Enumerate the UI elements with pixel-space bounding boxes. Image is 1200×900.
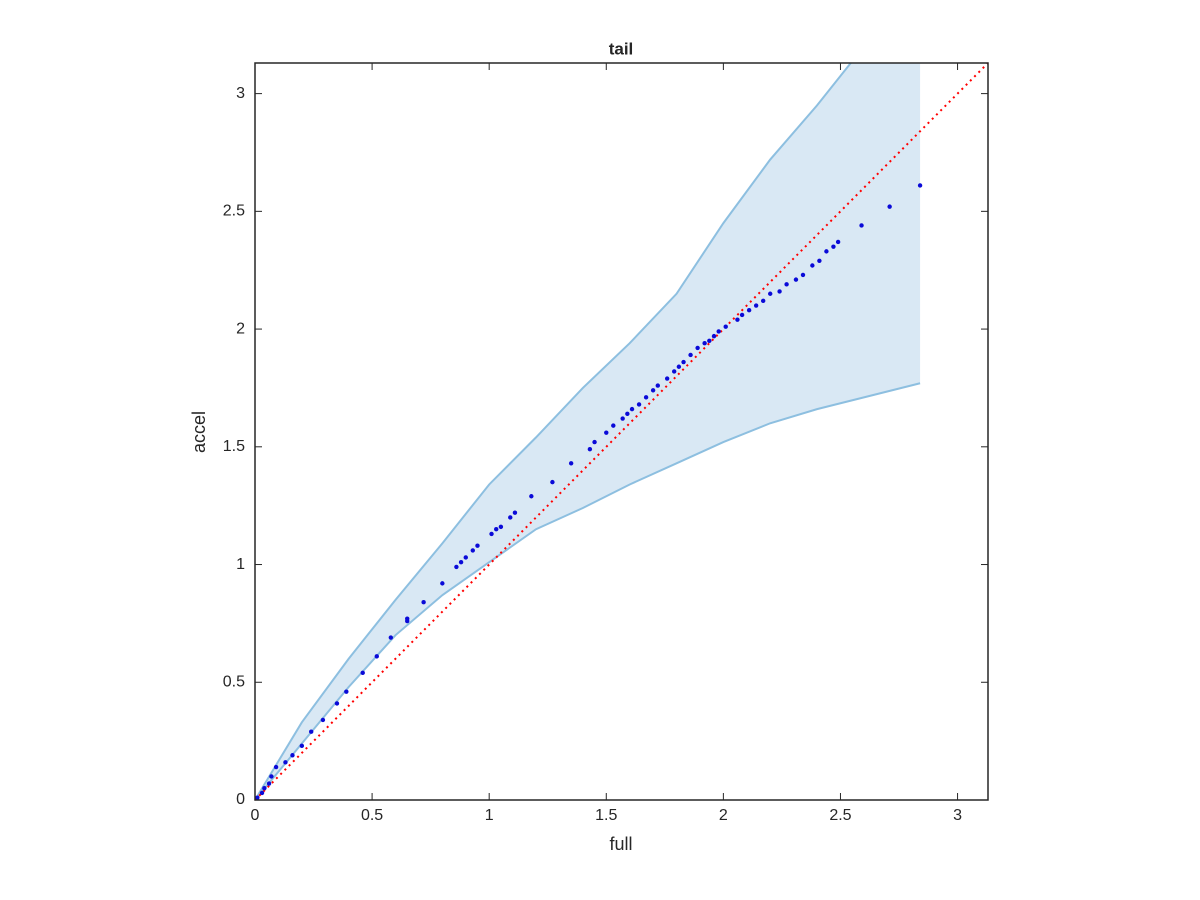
- data-point: [512, 510, 518, 515]
- data-point: [421, 600, 426, 605]
- data-point: [344, 689, 349, 694]
- data-point: [611, 423, 616, 428]
- data-point: [299, 743, 305, 749]
- data-point: [550, 479, 555, 485]
- chart-title: tail: [609, 39, 634, 58]
- data-point: [470, 548, 475, 553]
- y-tick-label: 2: [236, 320, 245, 337]
- data-point: [458, 559, 464, 565]
- y-tick-label: 1: [236, 556, 245, 573]
- data-point: [463, 555, 468, 560]
- data-point: [777, 289, 782, 294]
- data-point: [629, 406, 635, 412]
- data-point: [831, 244, 836, 249]
- data-point: [671, 369, 677, 374]
- data-point: [800, 272, 806, 278]
- data-point: [604, 430, 609, 435]
- data-point: [529, 494, 534, 499]
- axes-box: [254, 62, 989, 801]
- data-point: [650, 388, 656, 393]
- x-tick-label: 0: [251, 807, 260, 824]
- data-point: [320, 717, 326, 723]
- data-point: [592, 439, 597, 445]
- data-point: [735, 317, 740, 322]
- data-point: [290, 753, 295, 758]
- x-tick-label: 2.5: [829, 807, 851, 824]
- y-tick-label: 0: [236, 791, 245, 808]
- data-point: [810, 263, 815, 268]
- data-point: [702, 341, 707, 346]
- data-point: [454, 564, 459, 570]
- data-point: [494, 527, 499, 532]
- data-point: [835, 239, 841, 245]
- y-tick-label: 2.5: [223, 203, 245, 220]
- data-point: [739, 312, 745, 318]
- data-point: [688, 352, 693, 358]
- data-point: [283, 760, 288, 765]
- x-tick-label: 2: [719, 807, 728, 824]
- data-point: [620, 416, 625, 421]
- data-point: [681, 359, 686, 365]
- data-point: [262, 786, 267, 791]
- data-point: [625, 411, 630, 417]
- data-point: [489, 531, 494, 537]
- data-point: [887, 204, 892, 209]
- data-point: [716, 329, 721, 334]
- data-point: [760, 298, 766, 304]
- data-point: [259, 790, 265, 796]
- data-point: [255, 795, 260, 800]
- data-point: [723, 324, 728, 329]
- data-point: [746, 308, 752, 313]
- data-point: [508, 515, 513, 520]
- x-axis-label: full: [609, 834, 632, 854]
- data-point: [568, 461, 574, 466]
- data-point: [784, 282, 789, 287]
- data-point: [587, 446, 593, 452]
- data-point: [269, 774, 274, 779]
- data-point: [643, 395, 649, 400]
- y-tick-label: 1.5: [223, 438, 245, 455]
- data-point: [817, 258, 822, 263]
- data-point: [655, 383, 660, 388]
- data-point: [374, 654, 379, 659]
- data-point: [405, 616, 410, 621]
- data-point: [664, 376, 670, 381]
- x-tick-label: 1.5: [595, 807, 617, 824]
- x-tick-label: 0.5: [361, 807, 383, 824]
- data-point: [707, 338, 712, 344]
- band-area: [255, 63, 921, 800]
- data-point: [266, 781, 272, 786]
- data-point: [824, 249, 829, 254]
- data-point: [475, 543, 480, 548]
- x-tick-label: 3: [953, 807, 962, 824]
- data-point: [917, 183, 923, 188]
- x-tick-label: 1: [485, 807, 494, 824]
- data-point: [309, 729, 314, 734]
- data-point: [695, 345, 700, 351]
- data-point: [711, 333, 717, 339]
- data-point: [859, 223, 864, 228]
- data-point: [768, 291, 773, 296]
- y-axis-label: accel: [189, 411, 209, 453]
- data-point: [440, 581, 445, 586]
- band-lower-edge: [255, 382, 921, 800]
- data-point: [793, 277, 799, 282]
- data-point: [360, 670, 365, 676]
- data-point: [676, 364, 682, 369]
- data-point: [498, 524, 504, 530]
- data-point: [388, 635, 394, 640]
- data-point: [273, 764, 279, 770]
- data-point: [636, 402, 642, 407]
- band-upper-edge: [255, 63, 853, 800]
- data-point: [334, 701, 340, 706]
- y-tick-label: 0.5: [223, 673, 245, 690]
- y-tick-label: 3: [236, 85, 245, 102]
- data-point: [753, 303, 759, 308]
